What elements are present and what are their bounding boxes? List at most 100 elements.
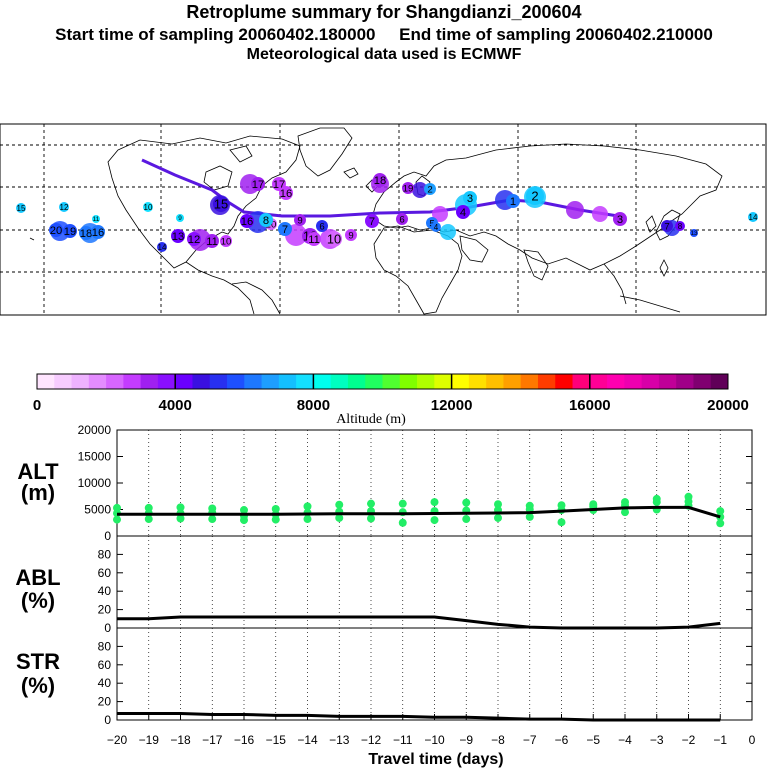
colorbar-swatch <box>537 374 556 389</box>
x-tick-label: −17 <box>202 733 223 747</box>
colorbar-swatch <box>693 374 712 389</box>
plume-halo <box>592 206 608 222</box>
alt-particle-dot <box>716 519 725 528</box>
x-tick-label: −14 <box>297 733 318 747</box>
abl-ytick-label: 80 <box>98 547 112 561</box>
x-tick-label: −7 <box>523 733 537 747</box>
plume-dot <box>259 213 273 227</box>
plume-marker: 11 <box>92 215 100 223</box>
alt-particle-dot <box>589 500 598 509</box>
plume-day-label: 8 <box>678 222 683 231</box>
plume-marker: 12 <box>59 202 69 212</box>
plume-day-label: 10 <box>327 231 341 246</box>
alt-particle-dot <box>335 500 344 509</box>
plume-marker: 19 <box>402 182 414 194</box>
plume-marker: 9 <box>294 214 306 226</box>
colorbar-swatch <box>676 374 694 389</box>
plume-dot <box>16 203 26 213</box>
str-ytick-label: 0 <box>104 713 111 727</box>
plume-marker: 19 <box>63 224 77 238</box>
plume-dot <box>675 221 685 231</box>
plume-marker: 20 <box>49 223 63 237</box>
plume-dot <box>92 215 100 223</box>
plume-marker: 16 <box>91 225 105 239</box>
abl-ytick-label: 60 <box>98 566 112 580</box>
colorbar-swatch <box>88 374 107 389</box>
plume-marker: 3 <box>463 191 477 205</box>
x-tick-label: −2 <box>682 733 696 747</box>
plume-dot <box>143 202 153 212</box>
plume-marker: 13 <box>690 229 698 237</box>
colorbar-swatch <box>486 374 504 389</box>
colorbar-label: Altitude (m) <box>336 412 406 427</box>
plume-dot <box>63 224 77 238</box>
x-tick-label: −15 <box>266 733 287 747</box>
plume-marker: 9 <box>345 229 357 241</box>
colorbar-swatch <box>37 374 55 389</box>
colorbar-swatch <box>313 374 332 389</box>
plume-marker: 17 <box>251 177 265 191</box>
colorbar-swatch <box>382 374 401 389</box>
plume-day-label: 7 <box>282 224 288 236</box>
plume-marker: 14 <box>157 242 167 252</box>
alt-particle-dot <box>557 518 566 527</box>
colorbar-swatch <box>54 374 73 389</box>
colorbar-swatch <box>278 374 297 389</box>
str-series-line <box>117 712 721 722</box>
colorbar-tick-label: 8000 <box>297 397 330 414</box>
plume-marker: 14 <box>748 212 758 222</box>
plume-marker: 10 <box>326 231 342 247</box>
alt-particle-dot <box>398 518 407 527</box>
plume-marker: 13 <box>171 229 185 243</box>
colorbar-swatch <box>71 374 90 389</box>
plume-marker: 11 <box>205 234 219 248</box>
plume-halo <box>412 182 428 198</box>
plume-day-label: 3 <box>467 193 473 205</box>
plume-day-label: 13 <box>690 230 698 237</box>
x-tick-label: −19 <box>139 733 160 747</box>
str-label: STR <box>16 649 60 674</box>
plume-dot <box>279 186 293 200</box>
met-data-line: Meteorological data used is ECMWF <box>246 46 522 63</box>
plume-marker: 7 <box>661 220 673 232</box>
map-frame <box>0 123 767 316</box>
colorbar-tick-label: 4000 <box>159 397 192 414</box>
alt-particle-dot <box>367 499 375 508</box>
colorbar-frame <box>36 373 729 390</box>
str-ytick-label: 20 <box>98 695 112 709</box>
alt-particle-dot <box>494 500 502 509</box>
plume-dot <box>463 191 477 205</box>
alt-particle-dot <box>621 498 629 507</box>
plume-day-label: 16 <box>280 188 292 200</box>
alt-particle-dot <box>113 503 121 512</box>
plume-day-label: 4 <box>434 223 439 232</box>
str-unit: (%) <box>21 673 55 698</box>
plume-dot <box>251 177 265 191</box>
plume-marker: 3 <box>613 212 627 226</box>
colorbar-swatch <box>555 374 574 389</box>
x-axis-label: Travel time (days) <box>368 751 503 768</box>
alt-particle-dot <box>652 494 661 503</box>
str-frame <box>116 627 753 721</box>
plume-dot <box>456 205 470 219</box>
plume-marker: 15 <box>213 196 229 212</box>
plume-dot <box>424 183 436 195</box>
plume-dot <box>748 212 758 222</box>
plume-dot <box>171 229 185 243</box>
plume-dot <box>396 213 408 225</box>
plume-day-label: 4 <box>460 207 466 219</box>
plume-marker: 1 <box>506 194 520 208</box>
alt-particle-dot <box>430 498 439 507</box>
colorbar-swatch <box>175 374 193 389</box>
plume-day-label: 7 <box>369 216 375 228</box>
plume-day-label: 7 <box>664 221 669 232</box>
x-tick-label: −9 <box>459 733 473 747</box>
plume-dot <box>278 222 292 236</box>
plume-marker: 8 <box>259 213 273 227</box>
plume-marker: 16 <box>240 214 254 228</box>
plume-dot <box>157 242 167 252</box>
plume-day-label: 14 <box>749 213 758 222</box>
plume-day-label: 16 <box>92 227 104 239</box>
colorbar-swatch <box>624 374 643 389</box>
alt-particle-dot <box>494 513 502 522</box>
